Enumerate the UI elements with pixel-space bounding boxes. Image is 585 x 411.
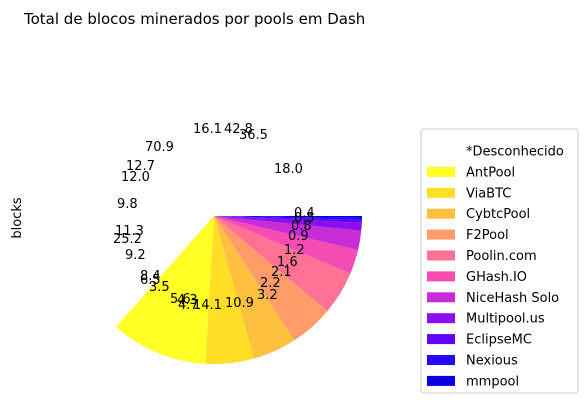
legend-label: Multipool.us — [466, 312, 545, 327]
data-label: 11.3 — [115, 224, 144, 239]
data-label: 6.5 — [140, 273, 161, 288]
data-label: 42.8 — [224, 122, 253, 137]
legend-label: EclipseMC — [466, 333, 532, 348]
data-label: 16.1 — [193, 122, 222, 137]
pie-slice-11 — [214, 216, 363, 218]
data-label: 14.1 — [193, 298, 222, 313]
legend-label: Nexious — [466, 354, 518, 369]
data-label: 10.9 — [225, 296, 254, 311]
data-label: 12.0 — [121, 170, 150, 185]
legend-swatch — [427, 334, 455, 345]
legend-label: Poolin.com — [466, 249, 537, 264]
data-label: 3.5 — [149, 280, 170, 295]
pie-slice-4 — [214, 216, 328, 341]
pie-slice-6 — [214, 216, 359, 274]
legend-swatch — [427, 208, 455, 219]
legend-swatch — [427, 292, 455, 303]
data-label: 4.3 — [177, 293, 198, 308]
data-label: 9.8 — [117, 197, 138, 212]
pie-slice-5 — [214, 216, 351, 312]
pie-data-labels: 16.1 42.836.5 70.9 18.0 12.712.0 9.8 11.325.29… — [113, 122, 315, 313]
data-label: 0.9 — [288, 229, 309, 244]
legend: *Desconhecido AntPool ViaBTC CybtcPool F2Poo… — [420, 128, 579, 394]
legend-swatch — [427, 229, 455, 240]
data-label: 2.1 — [271, 265, 292, 280]
legend-swatch — [427, 313, 455, 324]
y-axis-label: blocks — [10, 197, 25, 238]
legend-label: ViaBTC — [466, 186, 511, 201]
pie-slices — [65, 68, 363, 365]
legend-swatch — [427, 187, 455, 198]
data-label: 9.2 — [125, 248, 146, 263]
data-label: 0.4 — [294, 206, 315, 221]
data-label: 8.4 — [140, 269, 161, 284]
data-label: 36.5 — [239, 128, 268, 143]
legend-swatch — [427, 375, 455, 386]
legend-label: NiceHash Solo — [466, 291, 559, 306]
data-label: 12.7 — [126, 159, 155, 174]
pie-slice-9 — [214, 216, 362, 223]
pie-slice-3 — [214, 216, 295, 359]
pie-slice-2 — [205, 216, 255, 365]
data-label: 1.6 — [277, 255, 298, 270]
legend-label: F2Pool — [466, 228, 509, 243]
legend-swatch — [427, 355, 455, 365]
pie-slice-7 — [214, 216, 362, 251]
data-label: 1.2 — [284, 243, 305, 258]
data-label: 2.2 — [260, 276, 281, 291]
chart-title: Total de blocos minerados por pools em D… — [23, 10, 365, 28]
legend-label: mmpool — [466, 374, 519, 389]
legend-swatch — [427, 250, 455, 261]
legend-swatch — [427, 146, 455, 156]
data-label: 3.2 — [257, 288, 278, 303]
legend-label: GHash.IO — [466, 270, 527, 285]
pie-slice-8 — [214, 216, 362, 231]
legend-frame — [420, 128, 579, 394]
pie-slice-10 — [214, 216, 362, 220]
data-label: 4.7 — [178, 298, 199, 313]
data-label: 70.9 — [145, 140, 174, 155]
data-label: 5.6 — [170, 292, 191, 307]
legend-label: *Desconhecido — [466, 145, 564, 160]
legend-swatch — [427, 271, 455, 282]
pie-slice-1 — [116, 216, 214, 364]
data-label: 0.5 — [294, 211, 315, 226]
legend-label: AntPool — [466, 165, 515, 180]
legend-label: CybtcPool — [466, 207, 530, 222]
data-label: 0.8 — [291, 219, 312, 234]
data-label: 25.2 — [113, 232, 142, 247]
pie-slice-0 — [65, 68, 362, 327]
data-label: 18.0 — [274, 162, 303, 177]
legend-swatch — [427, 166, 455, 177]
